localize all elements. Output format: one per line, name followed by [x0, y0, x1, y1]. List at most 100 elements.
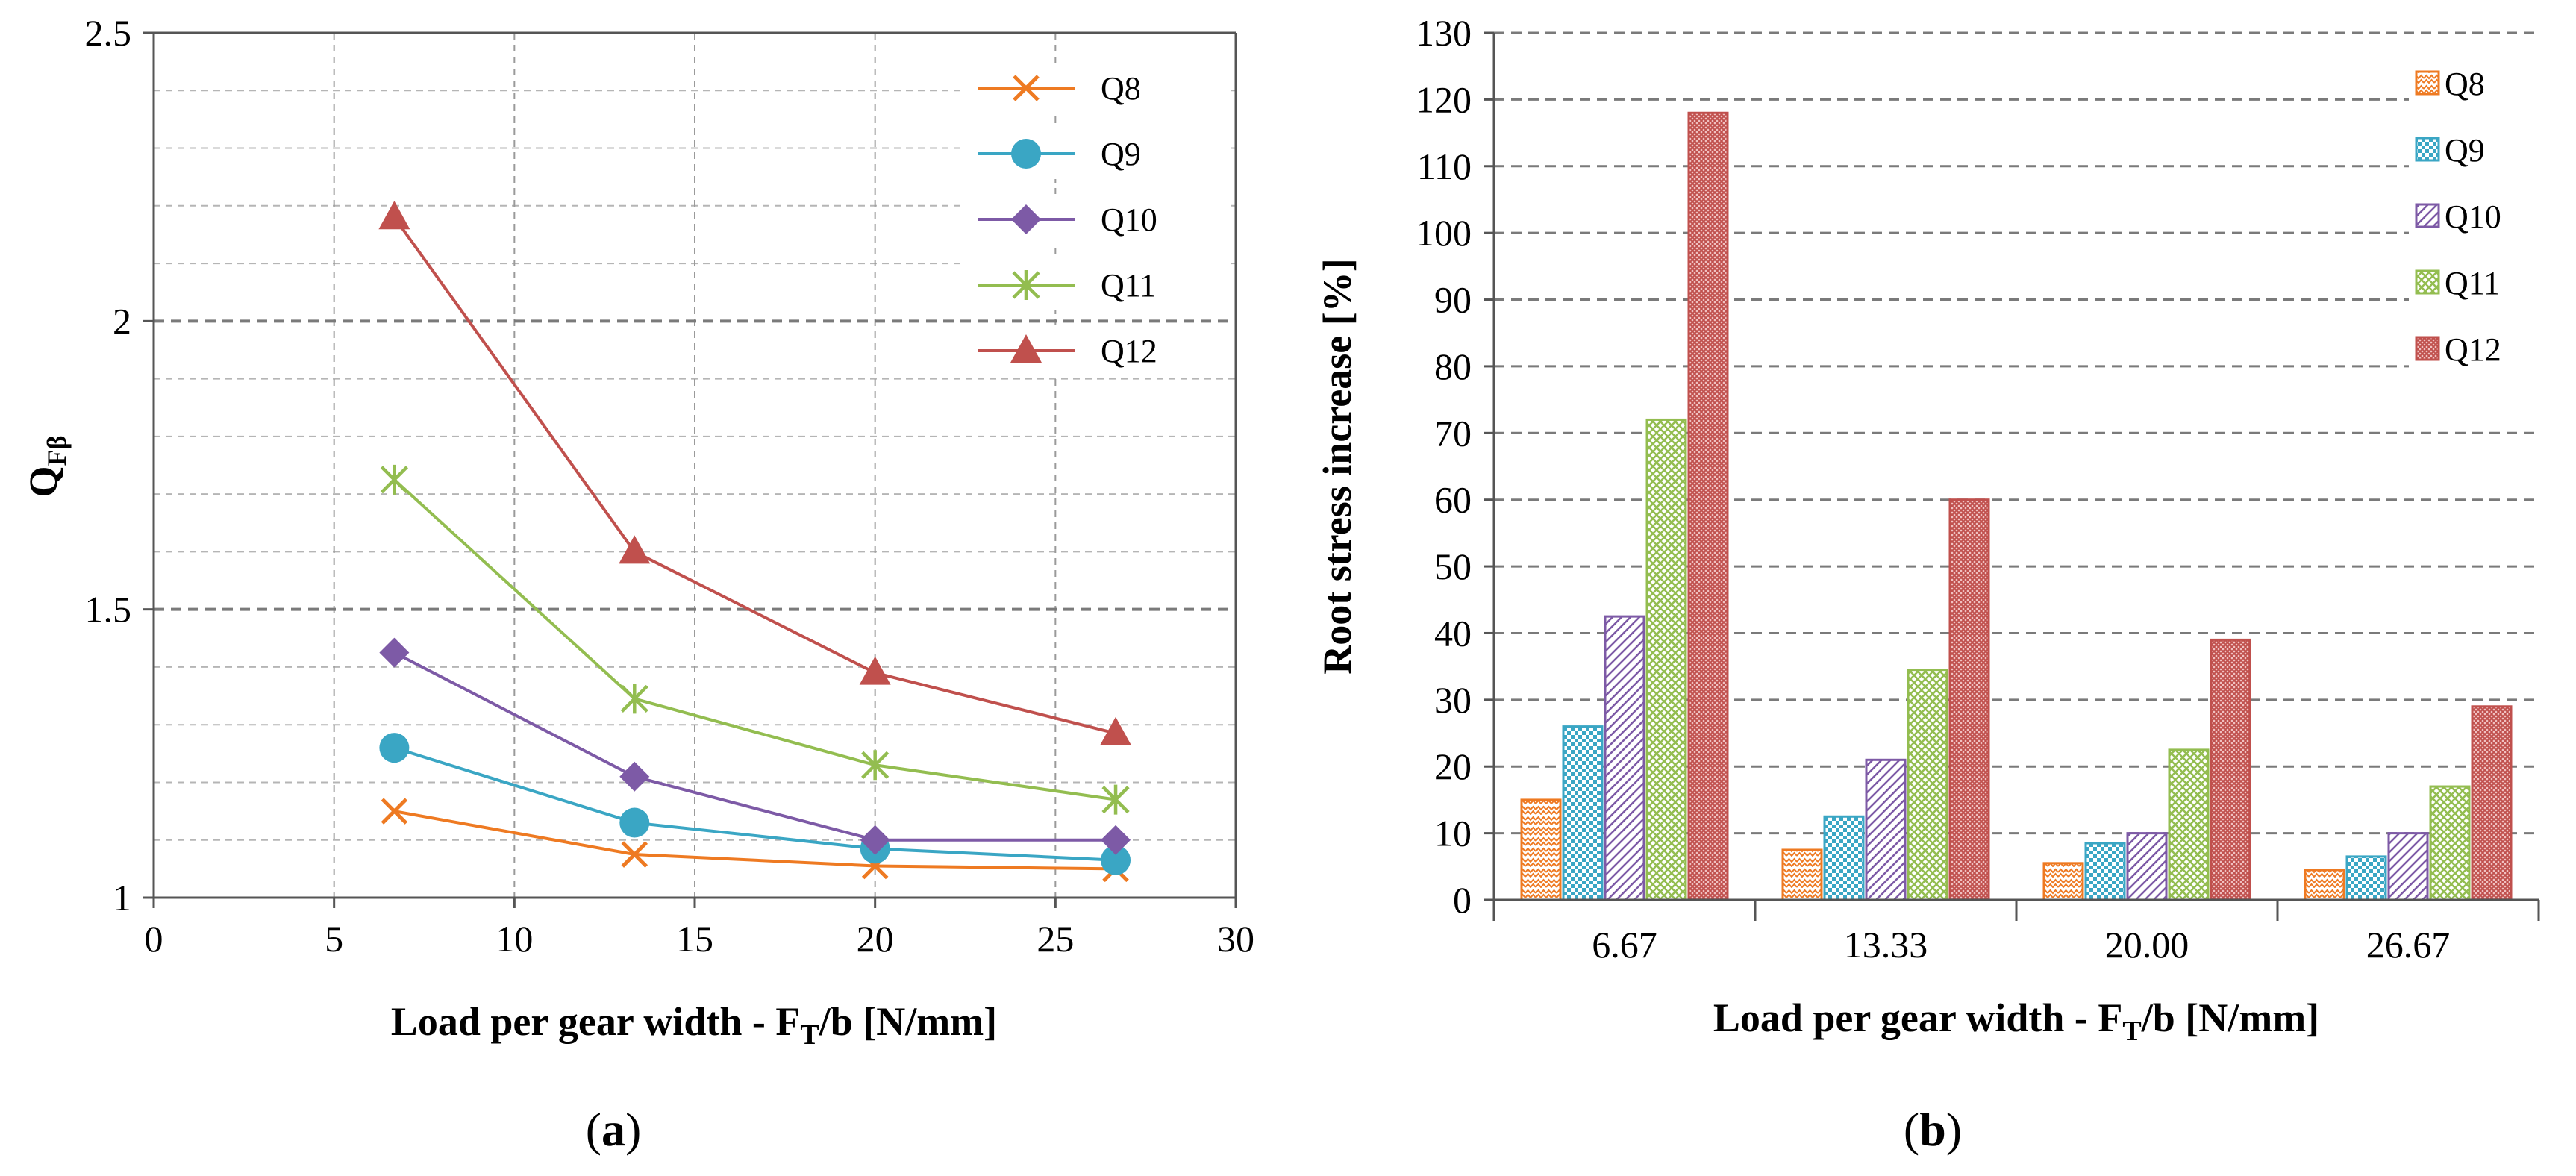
legend-swatch-q11 — [2415, 269, 2440, 295]
legend-swatch-q8 — [2415, 70, 2440, 96]
data-point-q10 — [860, 825, 890, 855]
data-point-q10 — [619, 761, 650, 792]
data-point-q8 — [621, 841, 648, 868]
legend-label-q11: Q11 — [1101, 267, 1156, 304]
data-point-q11 — [1101, 784, 1130, 815]
bar-q12-26.67 — [2471, 705, 2513, 901]
bar-q12-13.33 — [1948, 498, 1990, 901]
legend-label-q9: Q9 — [1101, 136, 1141, 172]
y-tick-label: 120 — [1416, 78, 1472, 120]
data-point-q10 — [1101, 825, 1131, 855]
bar-q8-20.00 — [2042, 862, 2084, 901]
data-point-q10 — [379, 637, 410, 668]
x-tick-label: 20 — [857, 918, 894, 960]
legend-marker-q10 — [1011, 204, 1041, 234]
y-tick-label: 0 — [1453, 879, 1472, 921]
bar-q8-26.67 — [2304, 869, 2345, 901]
legend-label-q12: Q12 — [1101, 333, 1157, 369]
data-point-q9 — [1101, 845, 1131, 875]
y-tick-label: 110 — [1417, 146, 1472, 187]
data-point-q12 — [1100, 716, 1132, 745]
data-point-q8 — [381, 798, 408, 825]
data-point-q12 — [859, 656, 891, 685]
data-point-q11 — [861, 750, 890, 781]
chart-a: 0 5 10 15 20 25 30 1 1.5 2 2.5 Q8 Q9 Q10 Q11 Q12 Load pe… — [21, 12, 1254, 1051]
y-tick-label: 80 — [1434, 345, 1472, 387]
x-category-label: 6.67 — [1592, 924, 1657, 966]
legend-label-q8: Q8 — [2445, 66, 2485, 102]
y-tick-label: 100 — [1416, 212, 1472, 254]
y-tick-label: 50 — [1434, 545, 1472, 587]
legend-label-q9: Q9 — [2445, 132, 2485, 169]
panel-label-a: (a) — [586, 1103, 642, 1156]
data-point-q9 — [619, 807, 650, 838]
bar-q12-6.67 — [1687, 111, 1729, 901]
bar-q8-6.67 — [1520, 798, 1562, 901]
bar-q11-20.00 — [2168, 748, 2210, 901]
x-category-label: 20.00 — [2105, 924, 2189, 966]
x-tick-label: 0 — [145, 918, 163, 960]
legend-swatch-q10 — [2415, 203, 2440, 228]
panel-label-b: (b) — [1904, 1103, 1962, 1156]
y-tick-label: 1.5 — [85, 589, 132, 631]
bar-q10-13.33 — [1865, 758, 1907, 901]
data-point-q11 — [380, 464, 408, 495]
data-point-q12 — [378, 201, 410, 230]
y-tick-label: 90 — [1434, 279, 1472, 321]
y-tick-label: 1 — [113, 877, 131, 919]
bar-q11-6.67 — [1645, 418, 1687, 901]
bar-q9-13.33 — [1823, 815, 1865, 901]
series-line-q11 — [393, 478, 1116, 801]
y-axis-title: Root stress increase [%] — [1315, 258, 1360, 674]
data-point-q9 — [379, 733, 410, 763]
y-tick-label: 70 — [1434, 412, 1472, 454]
x-category-label: 13.33 — [1844, 924, 1928, 966]
bar-q9-6.67 — [1562, 725, 1604, 901]
bar-q11-13.33 — [1907, 669, 1948, 901]
bar-q11-26.67 — [2429, 785, 2471, 901]
legend-marker-q11 — [1012, 270, 1040, 300]
legend-label-q12: Q12 — [2445, 331, 2501, 368]
x-tick-label: 30 — [1217, 918, 1254, 960]
bar-q9-20.00 — [2084, 842, 2126, 901]
x-axis-title: Load per gear width - FT/b [N/mm] — [391, 999, 997, 1051]
series-line-q10 — [393, 651, 1116, 842]
x-tick-label: 25 — [1037, 918, 1074, 960]
legend-label-q10: Q10 — [2445, 198, 2501, 235]
bar-q8-13.33 — [1781, 848, 1823, 901]
y-axis-title: QFβ — [21, 436, 72, 498]
chart-b: 0 10 20 30 40 50 60 70 80 90 100 110 120 130 6.67 13.33… — [1315, 12, 2540, 1047]
bar-q10-26.67 — [2387, 832, 2429, 901]
series-line-q12 — [393, 216, 1116, 735]
legend-marker-q12 — [1010, 334, 1042, 363]
bar-q10-20.00 — [2126, 832, 2168, 901]
data-point-q11 — [620, 684, 648, 714]
y-tick-label: 2.5 — [85, 12, 132, 54]
x-tick-label: 10 — [495, 918, 533, 960]
legend-label-q8: Q8 — [1101, 70, 1141, 107]
legend-marker-q9 — [1011, 139, 1041, 169]
bar-q9-26.67 — [2345, 855, 2387, 901]
y-tick-label: 60 — [1434, 479, 1472, 521]
legend-label-q10: Q10 — [1101, 201, 1157, 238]
x-axis-title: Load per gear width - FT/b [N/mm] — [1713, 995, 2319, 1047]
y-tick-label: 10 — [1434, 813, 1472, 854]
bar-q12-20.00 — [2210, 638, 2251, 901]
legend-marker-q8 — [1013, 75, 1040, 101]
bar-q10-6.67 — [1604, 615, 1645, 901]
legend-swatch-q12 — [2415, 336, 2440, 361]
y-tick-label: 130 — [1416, 12, 1472, 54]
legend-swatch-q9 — [2415, 137, 2440, 162]
y-tick-label: 2 — [113, 300, 131, 342]
x-tick-label: 15 — [676, 918, 713, 960]
series-line-q8 — [394, 810, 1116, 871]
y-tick-label: 20 — [1434, 745, 1472, 787]
x-category-label: 26.67 — [2366, 924, 2451, 966]
x-tick-label: 5 — [325, 918, 343, 960]
data-point-q12 — [619, 535, 651, 564]
series-line-q9 — [393, 746, 1116, 862]
y-tick-label: 30 — [1434, 679, 1472, 721]
y-tick-label: 40 — [1434, 612, 1472, 654]
legend-label-q11: Q11 — [2445, 265, 2500, 301]
